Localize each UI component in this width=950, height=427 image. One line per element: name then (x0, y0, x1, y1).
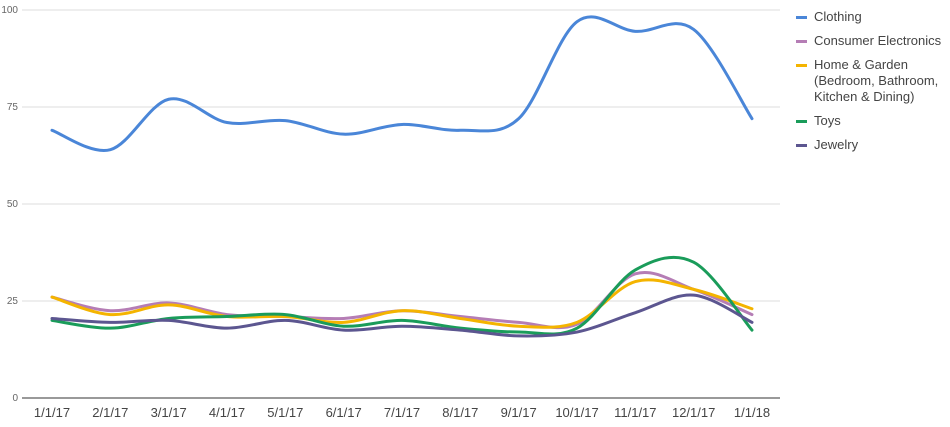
legend-item: Consumer Electronics (796, 33, 950, 49)
y-tick-label: 25 (7, 296, 19, 307)
legend-label: Clothing (814, 9, 862, 24)
x-tick-label: 9/1/17 (501, 405, 537, 420)
x-tick-label: 5/1/17 (267, 405, 303, 420)
line-series (50, 293, 754, 338)
legend-swatch (796, 16, 807, 19)
x-tick-label: 1/1/17 (34, 405, 70, 420)
legend-label: Toys (814, 113, 841, 128)
x-tick-label: 1/1/18 (734, 405, 770, 420)
y-tick-label: 0 (12, 393, 18, 404)
legend-label: Jewelry (814, 137, 859, 152)
x-tick-label: 3/1/17 (151, 405, 187, 420)
legend-label: Home & Garden (Bedroom, Bathroom, Kitche… (814, 57, 939, 104)
line-series (50, 15, 754, 152)
x-tick-label: 6/1/17 (326, 405, 362, 420)
y-tick-label: 50 (7, 199, 19, 210)
legend-swatch (796, 144, 807, 147)
legend-item: Jewelry (796, 137, 950, 153)
line-series (50, 255, 754, 336)
chart: 0 25 50 75 100 1/1/17 2/1/17 3/1/17 4/1/17 5/1/17… (1, 5, 780, 420)
y-tick-label: 100 (1, 5, 18, 16)
x-tick-label: 4/1/17 (209, 405, 245, 420)
x-tick-label: 2/1/17 (92, 405, 128, 420)
legend-item: Toys (796, 113, 950, 129)
legend-swatch (796, 40, 807, 43)
x-tick-label: 11/1/17 (614, 405, 656, 420)
legend-item: Clothing (796, 9, 950, 25)
x-tick-label: 7/1/17 (384, 405, 420, 420)
legend-swatch (796, 120, 807, 123)
x-tick-label: 10/1/17 (555, 405, 598, 420)
legend-item: Home & Garden (Bedroom, Bathroom, Kitche… (796, 57, 950, 105)
legend-swatch (796, 64, 807, 67)
y-tick-label: 75 (7, 102, 19, 113)
x-tick-label: 12/1/17 (672, 405, 715, 420)
line-series (50, 278, 754, 329)
legend: Clothing Consumer Electronics Home & Garde… (796, 9, 950, 161)
legend-label: Consumer Electronics (814, 33, 942, 48)
x-tick-label: 8/1/17 (442, 405, 478, 420)
